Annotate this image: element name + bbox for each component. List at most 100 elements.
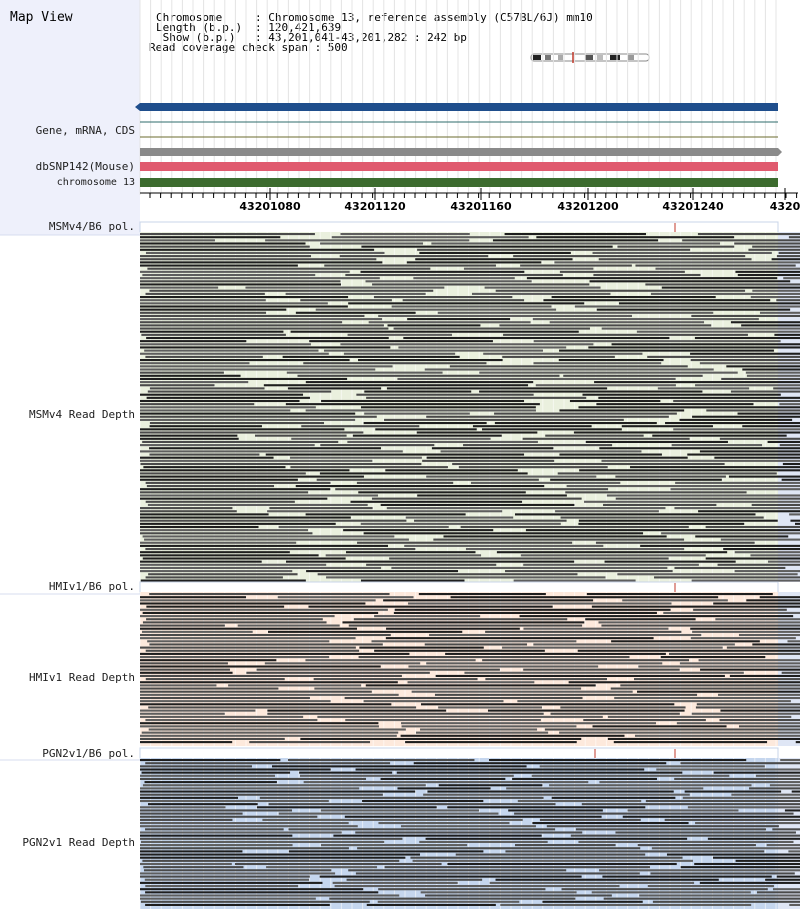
sequence-read — [363, 532, 644, 535]
sequence-read — [601, 327, 800, 330]
sequence-read — [140, 570, 293, 573]
sequence-read — [598, 258, 752, 261]
sequence-read — [140, 478, 298, 481]
sequence-read — [425, 894, 612, 897]
sequence-read — [526, 277, 778, 280]
sequence-read — [148, 803, 258, 806]
sequence-read — [140, 302, 328, 305]
sequence-read — [378, 888, 546, 891]
sequence-read — [464, 671, 744, 674]
sequence-read — [140, 434, 238, 437]
sequence-read — [465, 548, 685, 551]
sequence-read — [434, 693, 698, 696]
sequence-read — [610, 687, 800, 690]
sequence-read — [652, 434, 787, 437]
sequence-read — [140, 346, 391, 349]
sequence-read — [520, 554, 706, 557]
sequence-read — [408, 665, 599, 668]
sequence-read — [265, 239, 470, 242]
sequence-read — [535, 384, 676, 387]
sequence-read — [449, 365, 688, 368]
sequence-read — [595, 541, 755, 544]
sequence-read — [694, 336, 800, 340]
sequence-read — [652, 900, 800, 903]
sequence-read — [140, 722, 379, 725]
sequence-read — [265, 453, 525, 456]
sequence-read — [141, 731, 399, 734]
gene-bar-arrow — [135, 103, 140, 111]
sequence-read — [378, 314, 632, 317]
sequence-read — [400, 734, 625, 737]
sequence-read — [788, 850, 800, 853]
sequence-read — [140, 856, 406, 859]
sequence-read — [148, 573, 298, 576]
sequence-read — [405, 741, 577, 744]
sequence-read — [269, 507, 373, 510]
sequence-read — [778, 251, 800, 254]
sequence-read — [145, 500, 295, 503]
sequence-read — [360, 579, 465, 582]
sequence-read — [140, 286, 219, 289]
sequence-read — [726, 365, 800, 368]
sequence-read — [271, 765, 527, 768]
sequence-read — [783, 277, 800, 280]
sequence-read — [149, 422, 325, 425]
sequence-read — [380, 503, 575, 506]
sequence-read — [362, 799, 484, 803]
sequence-read — [140, 437, 239, 440]
sequence-read — [140, 314, 365, 317]
sequence-read — [140, 362, 250, 365]
sequence-read — [393, 327, 590, 330]
sequence-read — [645, 283, 800, 286]
sequence-read — [140, 233, 315, 236]
sequence-read — [674, 777, 800, 780]
sequence-read — [321, 399, 525, 403]
sequence-read — [149, 593, 390, 596]
sequence-read — [503, 333, 748, 336]
sequence-read — [142, 784, 426, 787]
sequence-read — [140, 403, 255, 406]
sequence-read — [419, 251, 571, 254]
sequence-read — [426, 662, 663, 665]
sequence-read — [765, 878, 800, 881]
sequence-read — [140, 741, 233, 744]
sequence-read — [140, 393, 304, 396]
sequence-read — [350, 500, 523, 503]
sequence-read — [141, 771, 291, 774]
sequence-read — [694, 862, 800, 866]
sequence-read — [315, 308, 557, 311]
sequence-read — [140, 330, 284, 333]
left-panel-header-bg — [0, 0, 140, 235]
sequence-read — [140, 787, 360, 790]
sequence-read — [424, 368, 714, 371]
sequence-read — [443, 535, 667, 538]
sequence-read — [696, 703, 800, 706]
sequence-read — [364, 390, 472, 393]
sequence-read — [729, 674, 800, 677]
sequence-read — [691, 579, 800, 582]
sequence-read — [287, 387, 382, 390]
sequence-read — [146, 605, 285, 608]
sequence-read — [144, 878, 310, 881]
sequence-read — [386, 627, 520, 630]
sequence-read — [638, 665, 800, 668]
sequence-read — [533, 362, 662, 365]
sequence-read — [140, 596, 247, 599]
polymorphism-strip — [139, 581, 779, 594]
sequence-read — [759, 596, 800, 599]
sequence-read — [140, 853, 421, 856]
chromosome-value: : Chromosome 13, reference assembly (C57… — [255, 11, 593, 24]
sequence-read — [579, 469, 800, 472]
sequence-read — [140, 840, 385, 843]
sequence-read — [502, 646, 723, 649]
sequence-read — [517, 799, 642, 803]
sequence-read — [386, 387, 608, 390]
sequence-read — [721, 377, 800, 380]
sequence-read — [622, 815, 800, 818]
sequence-read — [542, 900, 643, 903]
sequence-read — [779, 403, 800, 406]
sequence-read — [140, 831, 342, 834]
sequence-read — [618, 302, 800, 305]
sequence-read — [140, 633, 391, 637]
